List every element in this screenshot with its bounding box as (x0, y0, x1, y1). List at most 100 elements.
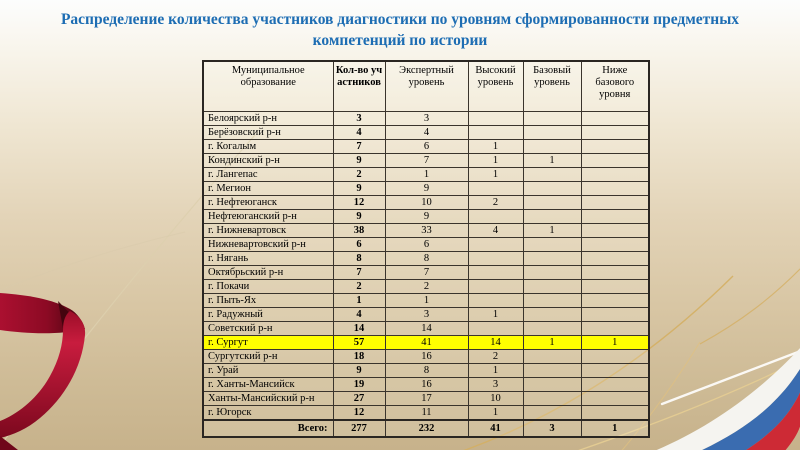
cell-basic-level (522, 349, 582, 364)
table-row: г. Югорск 12 11 1 (202, 405, 650, 421)
cell-municipality: Берёзовский р-н (202, 125, 334, 140)
flag-ribbon-red-band (746, 392, 800, 450)
slide-title: Распределение количества участников диаг… (60, 11, 740, 49)
cell-below-basic-level (580, 237, 650, 252)
cell-below-basic-level: 1 (580, 335, 650, 350)
cell-municipality: Советский р-н (202, 321, 334, 336)
table-row: г. Лангепас 2 1 1 (202, 167, 650, 182)
cell-participants: 4 (332, 125, 386, 140)
cell-high-level: 2 (467, 195, 524, 210)
cell-basic-level (522, 125, 582, 140)
cell-expert-level: 7 (384, 265, 469, 280)
cell-participants: 1 (332, 293, 386, 308)
cell-expert-level: 14 (384, 321, 469, 336)
cell-municipality: г. Лангепас (202, 167, 334, 182)
cell-basic-level (522, 307, 582, 322)
cell-participants: 9 (332, 363, 386, 378)
cell-municipality: Белоярский р-н (202, 111, 334, 126)
cell-high-level: 1 (467, 139, 524, 154)
cell-basic-level (522, 405, 582, 421)
table-row: г. Радужный 4 3 1 (202, 307, 650, 322)
cell-high-level: 4 (467, 223, 524, 238)
cell-participants: 2 (332, 167, 386, 182)
table-body: Белоярский р-н 3 3 Берёзовский р-н 4 4 г… (202, 111, 650, 421)
cell-municipality: Кондинский р-н (202, 153, 334, 168)
cell-participants: 9 (332, 153, 386, 168)
cell-below-basic-level (580, 209, 650, 224)
cell-basic-level (522, 209, 582, 224)
results-table-container: Муниципальное образование Кол-во участни… (202, 60, 650, 438)
table-row: Нефтеюганский р-н 9 9 (202, 209, 650, 224)
cell-basic-level (522, 237, 582, 252)
red-ribbon-lower-band (0, 311, 86, 438)
header-row: Муниципальное образование Кол-во участни… (202, 60, 650, 112)
cell-expert-level: 4 (384, 125, 469, 140)
cell-expert-level: 6 (384, 139, 469, 154)
column-header-participants: Кол-во участников (332, 60, 386, 112)
cell-expert-level: 1 (384, 293, 469, 308)
cell-below-basic-level (580, 349, 650, 364)
white-streak (660, 350, 800, 406)
cell-basic-level (522, 251, 582, 266)
total-label: Всего: (202, 419, 334, 438)
cell-basic-level: 1 (522, 153, 582, 168)
cell-participants: 7 (332, 265, 386, 280)
cell-participants: 4 (332, 307, 386, 322)
cell-basic-level (522, 391, 582, 406)
cell-participants: 8 (332, 251, 386, 266)
cell-basic-level: 1 (522, 223, 582, 238)
cell-basic-level (522, 139, 582, 154)
cell-high-level (467, 209, 524, 224)
cell-below-basic-level (580, 167, 650, 182)
cell-municipality: Нижневартовский р-н (202, 237, 334, 252)
cell-high-level: 1 (467, 153, 524, 168)
column-header-municipality: Муниципальное образование (202, 60, 334, 112)
cell-below-basic-level (580, 139, 650, 154)
column-header-below-basic-level: Ниже базового уровня (580, 60, 650, 112)
cell-municipality: г. Югорск (202, 405, 334, 421)
cell-expert-level: 7 (384, 153, 469, 168)
cell-participants: 27 (332, 391, 386, 406)
cell-basic-level: 1 (522, 335, 582, 350)
cell-high-level: 1 (467, 363, 524, 378)
cell-basic-level (522, 279, 582, 294)
table-row: г. Сургут 57 41 14 1 1 (202, 335, 650, 350)
cell-basic-level (522, 293, 582, 308)
cell-expert-level: 8 (384, 251, 469, 266)
table-row: Нижневартовский р-н 6 6 (202, 237, 650, 252)
cell-high-level (467, 279, 524, 294)
cell-municipality: г. Сургут (202, 335, 334, 350)
cell-expert-level: 1 (384, 167, 469, 182)
cell-below-basic-level (580, 321, 650, 336)
cell-high-level: 14 (467, 335, 524, 350)
cell-below-basic-level (580, 195, 650, 210)
cell-below-basic-level (580, 391, 650, 406)
cell-expert-level: 11 (384, 405, 469, 421)
table-row: Кондинский р-н 9 7 1 1 (202, 153, 650, 168)
table-row: г. Пыть-Ях 1 1 (202, 293, 650, 308)
cell-high-level: 3 (467, 377, 524, 392)
cell-municipality: Ханты-Мансийский р-н (202, 391, 334, 406)
cell-expert-level: 3 (384, 307, 469, 322)
cell-basic-level (522, 265, 582, 280)
cell-basic-level (522, 377, 582, 392)
flag-ribbon-white-band (656, 348, 800, 450)
cell-municipality: Сургутский р-н (202, 349, 334, 364)
column-header-expert-level: Экспертный уровень (384, 60, 469, 112)
cell-high-level (467, 293, 524, 308)
cell-participants: 3 (332, 111, 386, 126)
cell-participants: 2 (332, 279, 386, 294)
cell-municipality: г. Нягань (202, 251, 334, 266)
total-basic-level: 3 (522, 419, 582, 438)
cell-expert-level: 41 (384, 335, 469, 350)
column-header-basic-level: Базовый уровень (522, 60, 582, 112)
cell-expert-level: 6 (384, 237, 469, 252)
cell-participants: 38 (332, 223, 386, 238)
cell-expert-level: 2 (384, 279, 469, 294)
table-row: Белоярский р-н 3 3 (202, 111, 650, 126)
results-table: Муниципальное образование Кол-во участни… (202, 60, 650, 438)
table-row: г. Нефтеюганск 12 10 2 (202, 195, 650, 210)
cell-municipality: г. Когалым (202, 139, 334, 154)
cell-high-level: 10 (467, 391, 524, 406)
cell-municipality: г. Мегион (202, 181, 334, 196)
